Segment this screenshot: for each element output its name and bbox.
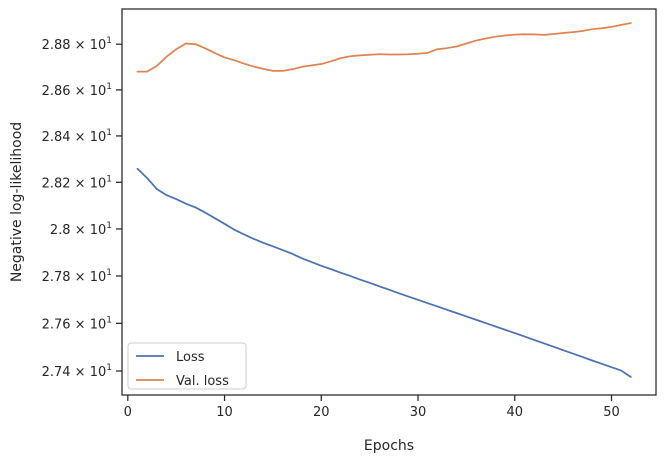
legend-label-val-loss: Val. loss (176, 374, 229, 389)
y-tick-label: 2.82 × 101 (42, 174, 112, 191)
y-axis-label: Negative log-likelihood (9, 122, 25, 282)
y-tick-label: 2.78 × 101 (42, 268, 112, 285)
y-tick-label: 2.8 × 101 (50, 221, 112, 238)
x-tick-label: 30 (410, 405, 427, 420)
y-tick-label: 2.86 × 101 (42, 82, 112, 99)
x-tick-label: 40 (506, 405, 523, 420)
legend: Loss Val. loss (127, 342, 247, 390)
x-axis-label: Epochs (364, 438, 414, 454)
x-tick-label: 20 (313, 405, 330, 420)
legend-box (127, 342, 247, 390)
y-tick-label: 2.76 × 101 (42, 315, 112, 332)
x-axis: 0 10 20 30 40 50 (124, 395, 620, 420)
x-tick-label: 0 (124, 405, 132, 420)
y-axis: 2.74 × 101 2.76 × 101 2.78 × 101 2.8 × 101 2… (42, 36, 122, 380)
x-tick-label: 50 (603, 405, 620, 420)
series-line-val-loss (136, 22, 632, 73)
legend-label-loss: Loss (176, 350, 205, 365)
y-tick-label: 2.88 × 101 (42, 36, 112, 53)
plot-content (136, 22, 632, 378)
y-tick-label: 2.84 × 101 (42, 128, 112, 145)
x-tick-label: 10 (216, 405, 233, 420)
y-tick-label: 2.74 × 101 (42, 363, 112, 380)
plot-frame (121, 8, 657, 396)
series-line-loss (136, 167, 632, 378)
